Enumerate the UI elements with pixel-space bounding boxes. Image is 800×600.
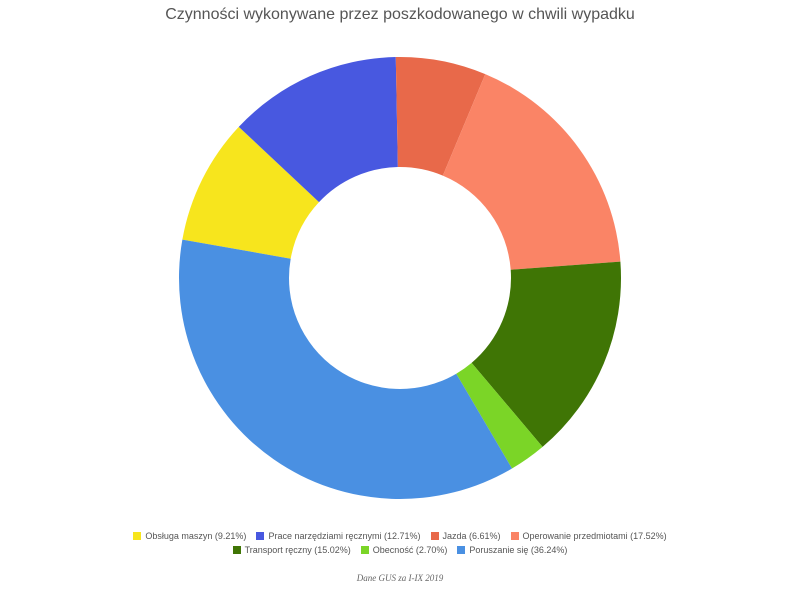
- donut-slice-prace-narzędziami-ręcznymi[interactable]: [238, 57, 398, 203]
- chart-legend: Obsługa maszyn (9.21%) Prace narzędziami …: [0, 531, 800, 555]
- legend-item[interactable]: Obecność (2.70%): [360, 545, 448, 555]
- legend-label: Poruszanie się (36.24%): [469, 545, 568, 555]
- legend-item[interactable]: Operowanie przedmiotami (17.52%): [510, 531, 667, 541]
- donut-slice-jazda[interactable]: [395, 57, 486, 176]
- donut-slice-transport-ręczny[interactable]: [471, 261, 621, 447]
- legend-item[interactable]: Jazda (6.61%): [430, 531, 501, 541]
- legend-item[interactable]: Obsługa maszyn (9.21%): [133, 531, 246, 541]
- legend-swatch: [133, 532, 142, 540]
- legend-row: Transport ręczny (15.02%) Obecność (2.70%…: [0, 545, 800, 555]
- legend-label: Jazda (6.61%): [442, 531, 501, 541]
- donut-slice-poruszanie-się[interactable]: [178, 239, 513, 500]
- donut-slice-obecność[interactable]: [456, 362, 543, 469]
- legend-label: Transport ręczny (15.02%): [244, 545, 351, 555]
- legend-label: Prace narzędziami ręcznymi (12.71%): [268, 531, 421, 541]
- legend-label: Obsługa maszyn (9.21%): [145, 531, 247, 541]
- donut-slice-operowanie-przedmiotami[interactable]: [442, 74, 621, 270]
- legend-swatch: [510, 532, 519, 540]
- legend-swatch: [457, 546, 466, 554]
- legend-label: Operowanie przedmiotami (17.52%): [522, 531, 667, 541]
- legend-row: Obsługa maszyn (9.21%) Prace narzędziami …: [0, 531, 800, 541]
- legend-swatch: [256, 532, 265, 540]
- legend-item[interactable]: Prace narzędziami ręcznymi (12.71%): [256, 531, 421, 541]
- legend-swatch: [360, 546, 369, 554]
- legend-label: Obecność (2.70%): [372, 545, 448, 555]
- chart-title: Czynności wykonywane przez poszkodowaneg…: [165, 6, 635, 23]
- legend-item[interactable]: Transport ręczny (15.02%): [232, 545, 351, 555]
- source-note: Dane GUS za I-IX 2019: [356, 573, 444, 583]
- donut-slice-obsługa-maszyn[interactable]: [182, 126, 320, 259]
- legend-item[interactable]: Poruszanie się (36.24%): [457, 545, 567, 555]
- legend-swatch: [430, 532, 439, 540]
- legend-swatch: [232, 546, 241, 554]
